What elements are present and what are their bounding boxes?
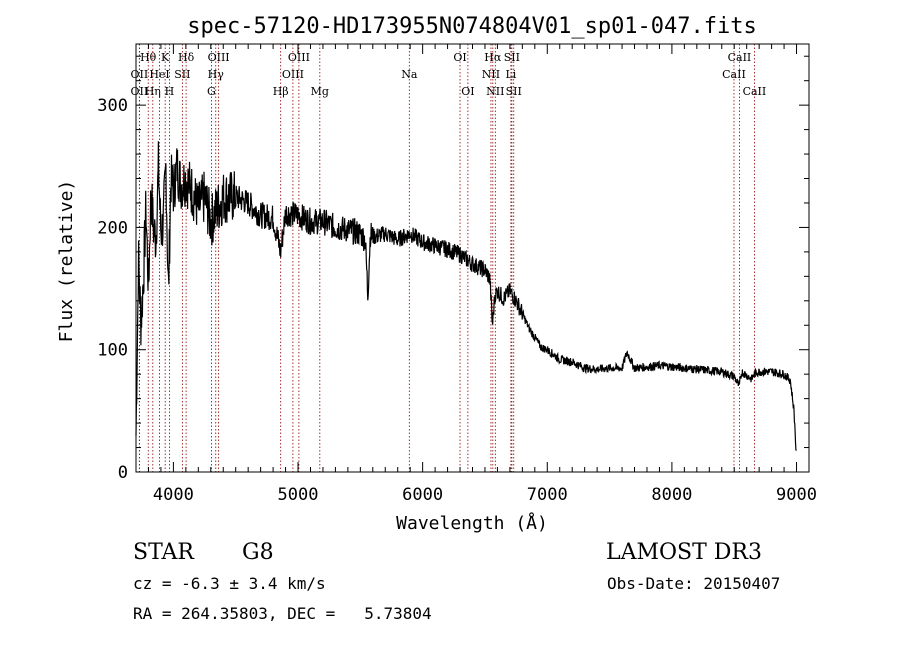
annotation-label: CaII [722,68,746,81]
annotation-label: Hα [484,51,502,64]
x-tick-label: 7000 [527,485,568,505]
annotation-label: SII [174,68,190,81]
x-tick-label: 6000 [402,485,443,505]
y-axis-ticks: 0 100 200 300 [97,55,809,483]
annotation-label: Hβ [273,85,289,98]
annotation-label: G [207,85,216,98]
annotation-label: OIII [208,51,230,64]
y-axis-label: Flux (relative) [56,180,77,343]
x-tick-label: 8000 [651,485,692,505]
x-tick-label: 4000 [153,485,194,505]
coordinates: RA = 264.35803, DEC = 5.73804 [133,604,432,623]
annotation-label: OII [131,68,149,81]
annotation-label: NII [486,85,504,98]
annotation-label: Hθ [140,51,157,64]
annotation-lines [138,44,755,472]
annotation-label: HeI [149,68,169,81]
annotation-label: OI [453,51,466,64]
x-axis-label: Wavelength (Å) [396,512,548,534]
annotation-label: H [165,85,175,98]
annotation-label: Li [505,68,516,81]
annotation-label: OI [461,85,474,98]
survey-name: LAMOST DR3 [606,540,762,565]
annotation-label: Hγ [208,68,225,81]
annotation-label: OII [131,85,149,98]
annotation-label: CaII [743,85,767,98]
object-subclass: G8 [242,540,274,565]
chart-title: spec-57120-HD173955N074804V01_sp01-047.f… [187,14,757,39]
x-axis-ticks: 4000 5000 6000 7000 8000 9000 [135,44,817,505]
observation-date: Obs-Date: 20150407 [607,574,781,593]
x-tick-label: 9000 [776,485,817,505]
annotation-label: OIII [288,51,310,64]
redshift-readout: cz = -6.3 ± 3.4 km/s [133,574,326,593]
annotation-label: Hδ [178,51,195,64]
annotation-label: K [161,51,170,64]
annotation-label: OIII [282,68,304,81]
spectrum-line [135,141,797,451]
annotation-label: NII [482,68,500,81]
y-tick-label: 100 [97,341,128,361]
annotation-label: SII [506,85,522,98]
y-tick-label: 200 [97,218,128,238]
annotation-label: CaII [728,51,752,64]
x-tick-label: 5000 [278,485,319,505]
annotation-label: SII [504,51,520,64]
annotation-label: Hη [145,85,161,98]
object-class: STAR [133,540,194,565]
y-tick-label: 300 [97,96,128,116]
annotation-label: Na [401,68,418,81]
y-tick-label: 0 [118,463,128,483]
annotation-label: Mg [311,85,329,98]
